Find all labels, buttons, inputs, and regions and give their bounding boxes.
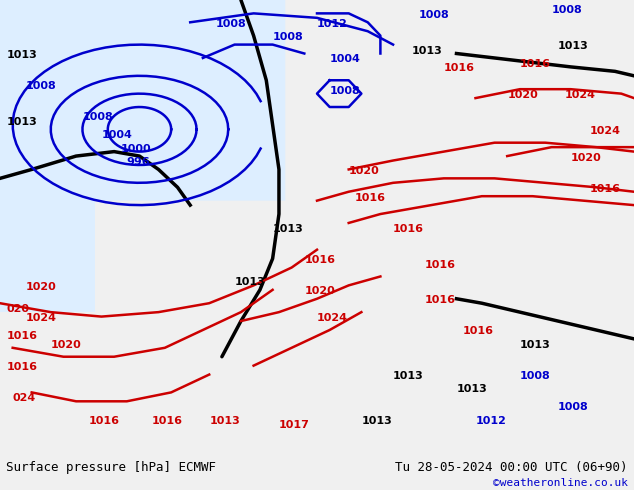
Text: 1017: 1017 — [279, 420, 310, 430]
Text: 1016: 1016 — [444, 63, 475, 74]
Text: 1004: 1004 — [101, 130, 133, 140]
Text: 1024: 1024 — [564, 90, 595, 100]
Text: 1016: 1016 — [6, 331, 37, 341]
Text: 1008: 1008 — [216, 19, 247, 29]
Text: 1016: 1016 — [425, 260, 456, 270]
Text: 1013: 1013 — [209, 416, 240, 426]
Text: 1008: 1008 — [25, 81, 56, 91]
Text: 1008: 1008 — [418, 10, 450, 20]
Text: 1016: 1016 — [463, 326, 494, 337]
Text: 1016: 1016 — [152, 416, 183, 426]
FancyBboxPatch shape — [0, 0, 285, 201]
Text: 1013: 1013 — [6, 117, 37, 127]
Text: 1020: 1020 — [304, 286, 335, 296]
Text: Tu 28-05-2024 00:00 UTC (06+90): Tu 28-05-2024 00:00 UTC (06+90) — [395, 462, 628, 474]
Text: 1016: 1016 — [590, 184, 621, 194]
Polygon shape — [0, 0, 95, 312]
Text: 1008: 1008 — [330, 86, 361, 96]
Text: 1008: 1008 — [82, 112, 113, 122]
Text: 1012: 1012 — [317, 19, 348, 29]
Text: 020: 020 — [6, 304, 29, 314]
Text: Surface pressure [hPa] ECMWF: Surface pressure [hPa] ECMWF — [6, 462, 216, 474]
Text: 1013: 1013 — [393, 371, 424, 381]
Text: 1016: 1016 — [6, 362, 37, 372]
Text: ©weatheronline.co.uk: ©weatheronline.co.uk — [493, 478, 628, 488]
Text: 1020: 1020 — [349, 166, 380, 176]
Text: 1004: 1004 — [330, 54, 361, 64]
Text: 1013: 1013 — [558, 41, 589, 51]
Text: 1013: 1013 — [412, 46, 443, 55]
Text: 1013: 1013 — [361, 416, 392, 426]
Text: 1024: 1024 — [317, 313, 348, 323]
Text: 1013: 1013 — [273, 224, 304, 234]
Text: 1008: 1008 — [558, 402, 589, 412]
Text: 1020: 1020 — [507, 90, 538, 100]
Text: 1008: 1008 — [520, 371, 551, 381]
Text: 1016: 1016 — [89, 416, 120, 426]
Text: 1016: 1016 — [355, 193, 386, 203]
Text: 1024: 1024 — [590, 126, 621, 136]
Text: 1012: 1012 — [476, 416, 507, 426]
Text: 1013: 1013 — [456, 384, 488, 394]
Text: 1013: 1013 — [6, 50, 37, 60]
Text: 1016: 1016 — [520, 59, 551, 69]
Text: 1016: 1016 — [304, 255, 335, 265]
Text: 1008: 1008 — [273, 32, 304, 42]
Text: 1024: 1024 — [25, 313, 56, 323]
Text: 1020: 1020 — [25, 282, 56, 292]
Text: 996: 996 — [127, 157, 150, 167]
Text: 1008: 1008 — [552, 5, 583, 15]
Text: 1013: 1013 — [235, 277, 266, 287]
Text: 1020: 1020 — [51, 340, 82, 350]
Text: 1013: 1013 — [520, 340, 551, 350]
Text: 1016: 1016 — [393, 224, 424, 234]
Text: 1020: 1020 — [571, 152, 602, 163]
Text: 1000: 1000 — [120, 144, 151, 153]
Text: 1016: 1016 — [425, 295, 456, 305]
Text: 024: 024 — [13, 393, 36, 403]
